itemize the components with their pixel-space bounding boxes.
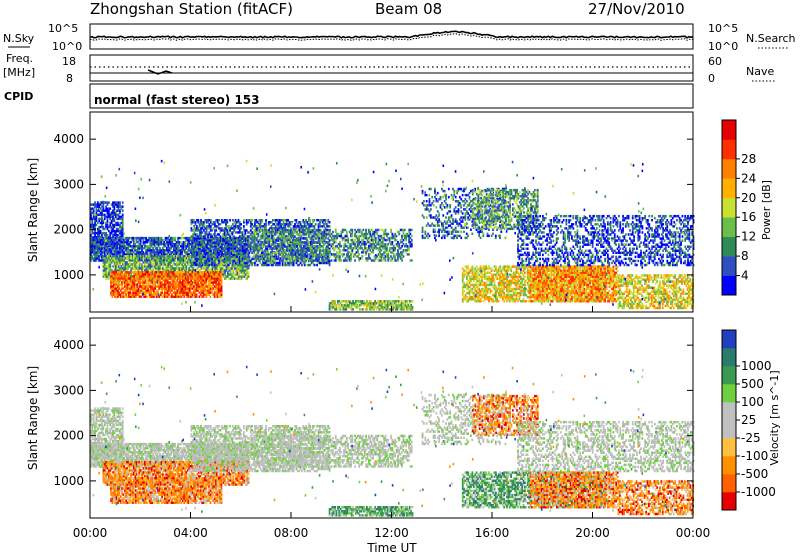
nsearch-tick-bottom: 10^0 [708,40,738,53]
power-cell [300,221,302,223]
power-cell [264,259,266,261]
power-cell [248,271,250,273]
power-cell [237,248,239,250]
power-cell [226,219,228,221]
power-cell [180,237,182,239]
power-cell [220,243,222,245]
nsky-label: N.Sky [3,32,35,45]
power-cell [329,260,331,262]
power-cell [109,207,111,209]
freq-tick-top: 18 [62,55,76,68]
power-cell [278,256,280,258]
power-cell [217,239,219,241]
nave-tick-top: 60 [708,55,722,68]
figure-title: Zhongshan Station (fitACF) [90,0,293,18]
nsky-line [90,31,693,38]
nave-label: Nave [746,65,774,78]
power-cell [131,271,133,273]
power-cell [274,259,276,261]
power-cell [130,255,132,257]
beam-label: Beam 08 [375,0,442,18]
power-cell [174,237,176,239]
cpid-label: CPID [4,90,33,103]
power-cell [221,254,223,256]
power-cell [202,262,204,264]
power-cell [218,219,220,221]
power-cell [233,235,235,237]
power-cell [200,239,202,241]
power-cell [221,271,223,273]
date-label: 27/Nov/2010 [588,0,685,18]
power-cell [119,201,121,203]
nsky-tick-top: 10^5 [48,22,78,35]
power-cell [122,205,124,207]
power-cell [313,219,315,221]
power-cell [315,223,317,225]
power-cell [146,295,148,297]
power-cell [288,229,290,231]
power-cell [296,219,298,221]
power-cell [249,256,251,258]
power-cell [122,214,124,216]
power-cell [288,251,290,253]
power-cell [210,295,212,297]
power-cell [240,227,242,229]
freq-label-line1: Freq. [6,52,33,65]
power-cell [263,243,265,245]
power-cell [273,229,275,231]
power-cell [240,223,242,225]
power-cell [185,271,187,273]
power-cell [122,201,124,203]
power-cell [291,229,293,231]
power-cell [243,219,245,221]
nsky-tick-bottom: 10^0 [52,40,82,53]
power-cell [329,225,331,227]
power-heatmap [90,160,694,311]
power-cell [236,252,238,254]
power-cell [309,219,311,221]
power-cell [233,245,235,247]
power-cell [300,237,302,239]
cpid-mode-text: normal (fast stereo) 153 [94,93,260,107]
power-cell [233,239,235,241]
power-cell [257,264,259,266]
nave-tick-bottom: 0 [708,72,715,85]
power-cell [243,225,245,227]
power-cell [265,219,267,221]
power-cell [329,221,331,223]
power-cell [229,219,231,221]
power-cell [242,245,244,247]
power-cell [122,210,124,212]
freq-panel [90,55,693,81]
power-cell [261,219,263,221]
power-cell [329,243,331,245]
power-cell [251,219,253,221]
power-cell [208,260,210,262]
power-cell [196,293,198,295]
nsearch-tick-top: 10^5 [708,22,738,35]
power-cell [108,201,110,203]
power-cell [225,254,227,256]
freq-trace [90,67,693,74]
nsearch-label: N.Search [746,32,796,45]
power-cell [257,241,259,243]
power-cell [228,243,230,245]
power-cell [251,231,253,233]
power-cell [325,219,327,221]
power-cell [210,219,212,221]
freq-label-line2: [MHz] [3,66,35,79]
freq-tick-bottom: 8 [66,72,73,85]
nsky-trace [90,31,693,40]
power-cell [202,248,204,250]
